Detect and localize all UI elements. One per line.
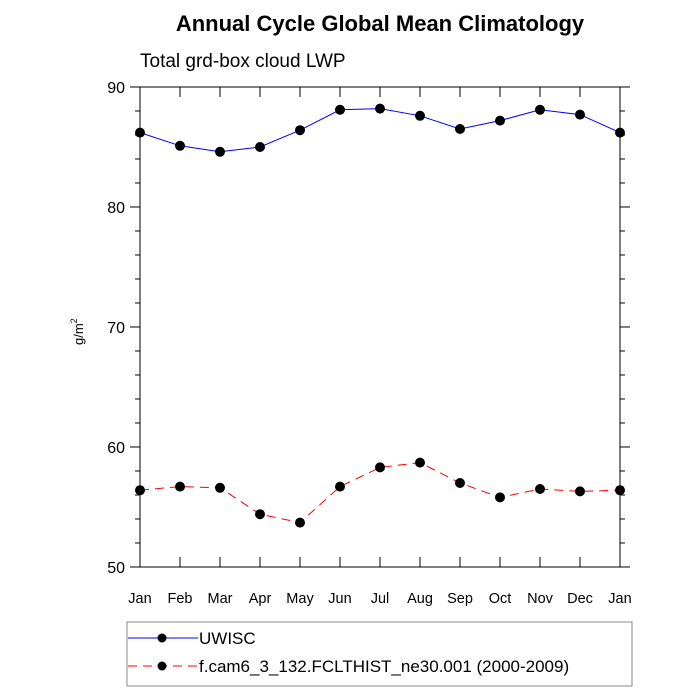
data-point xyxy=(495,115,505,126)
data-point xyxy=(615,127,625,138)
legend-box xyxy=(126,621,633,687)
y-axis: 50 60 70 80 90 xyxy=(107,80,630,577)
y-axis-label-superscript: 2 xyxy=(69,318,79,323)
data-point xyxy=(455,478,465,488)
data-point xyxy=(495,492,505,503)
x-tick-label: Jan xyxy=(128,591,151,607)
data-point xyxy=(575,109,585,120)
data-point xyxy=(135,127,145,138)
y-axis-label-unit: g/m xyxy=(71,323,86,345)
legend-item-1: f.cam6_3_132.FCLTHIST_ne30.001 (2000-200… xyxy=(128,657,569,676)
legend-marker-1 xyxy=(157,661,167,671)
y-tick-label: 80 xyxy=(107,200,125,217)
data-point xyxy=(255,142,265,152)
x-tick-label: Jun xyxy=(328,591,351,607)
x-tick-label: Sep xyxy=(447,591,473,607)
plot-border xyxy=(139,86,621,568)
data-point xyxy=(255,509,265,520)
chart-title: Annual Cycle Global Mean Climatology xyxy=(176,11,585,36)
series-1 xyxy=(135,457,625,528)
data-point xyxy=(335,481,345,492)
y-axis-label: g/m2 xyxy=(69,318,86,345)
data-point xyxy=(415,457,425,468)
data-point xyxy=(215,482,225,493)
data-point xyxy=(215,146,225,157)
x-tick-label: Jan xyxy=(608,591,631,607)
plot-frame xyxy=(139,86,621,568)
x-tick-label: Feb xyxy=(168,591,193,607)
data-point xyxy=(455,124,465,134)
legend: UWISC f.cam6_3_132.FCLTHIST_ne30.001 (20… xyxy=(126,621,633,687)
y-tick-label: 90 xyxy=(107,80,125,97)
y-tick-label: 60 xyxy=(107,440,125,457)
x-tick-label: Nov xyxy=(527,591,554,607)
data-point xyxy=(135,485,145,496)
legend-label-1: f.cam6_3_132.FCLTHIST_ne30.001 (2000-200… xyxy=(199,657,569,676)
x-tick-label: Oct xyxy=(489,591,512,607)
data-point xyxy=(375,103,385,114)
x-tick-label: Mar xyxy=(208,591,233,607)
x-axis: Jan Feb Mar Apr May Jun Jul Aug Sep Oct Nov Dec Jan xyxy=(128,87,632,607)
data-point xyxy=(535,104,545,115)
series-group xyxy=(135,103,625,528)
series-line-0 xyxy=(139,108,621,153)
x-tick-label: Aug xyxy=(407,591,433,607)
y-tick-label: 70 xyxy=(107,320,125,337)
legend-item-0: UWISC xyxy=(128,629,256,648)
data-point xyxy=(415,110,425,121)
x-tick-label: Dec xyxy=(567,591,593,607)
data-point xyxy=(575,486,585,497)
x-tick-label: Jul xyxy=(371,591,390,607)
data-point xyxy=(335,104,345,115)
legend-marker-0 xyxy=(157,633,167,643)
legend-label-0: UWISC xyxy=(199,629,256,648)
data-point xyxy=(615,485,625,496)
data-point xyxy=(175,481,185,492)
chart-subtitle: Total grd-box cloud LWP xyxy=(140,51,346,72)
data-point xyxy=(295,125,305,136)
data-point xyxy=(295,517,305,528)
data-point xyxy=(175,140,185,151)
data-point xyxy=(375,462,385,473)
y-tick-label: 50 xyxy=(107,560,125,577)
x-tick-label: Apr xyxy=(249,591,272,607)
x-tick-label: May xyxy=(286,591,314,607)
series-0 xyxy=(135,103,625,157)
data-point xyxy=(535,484,545,494)
